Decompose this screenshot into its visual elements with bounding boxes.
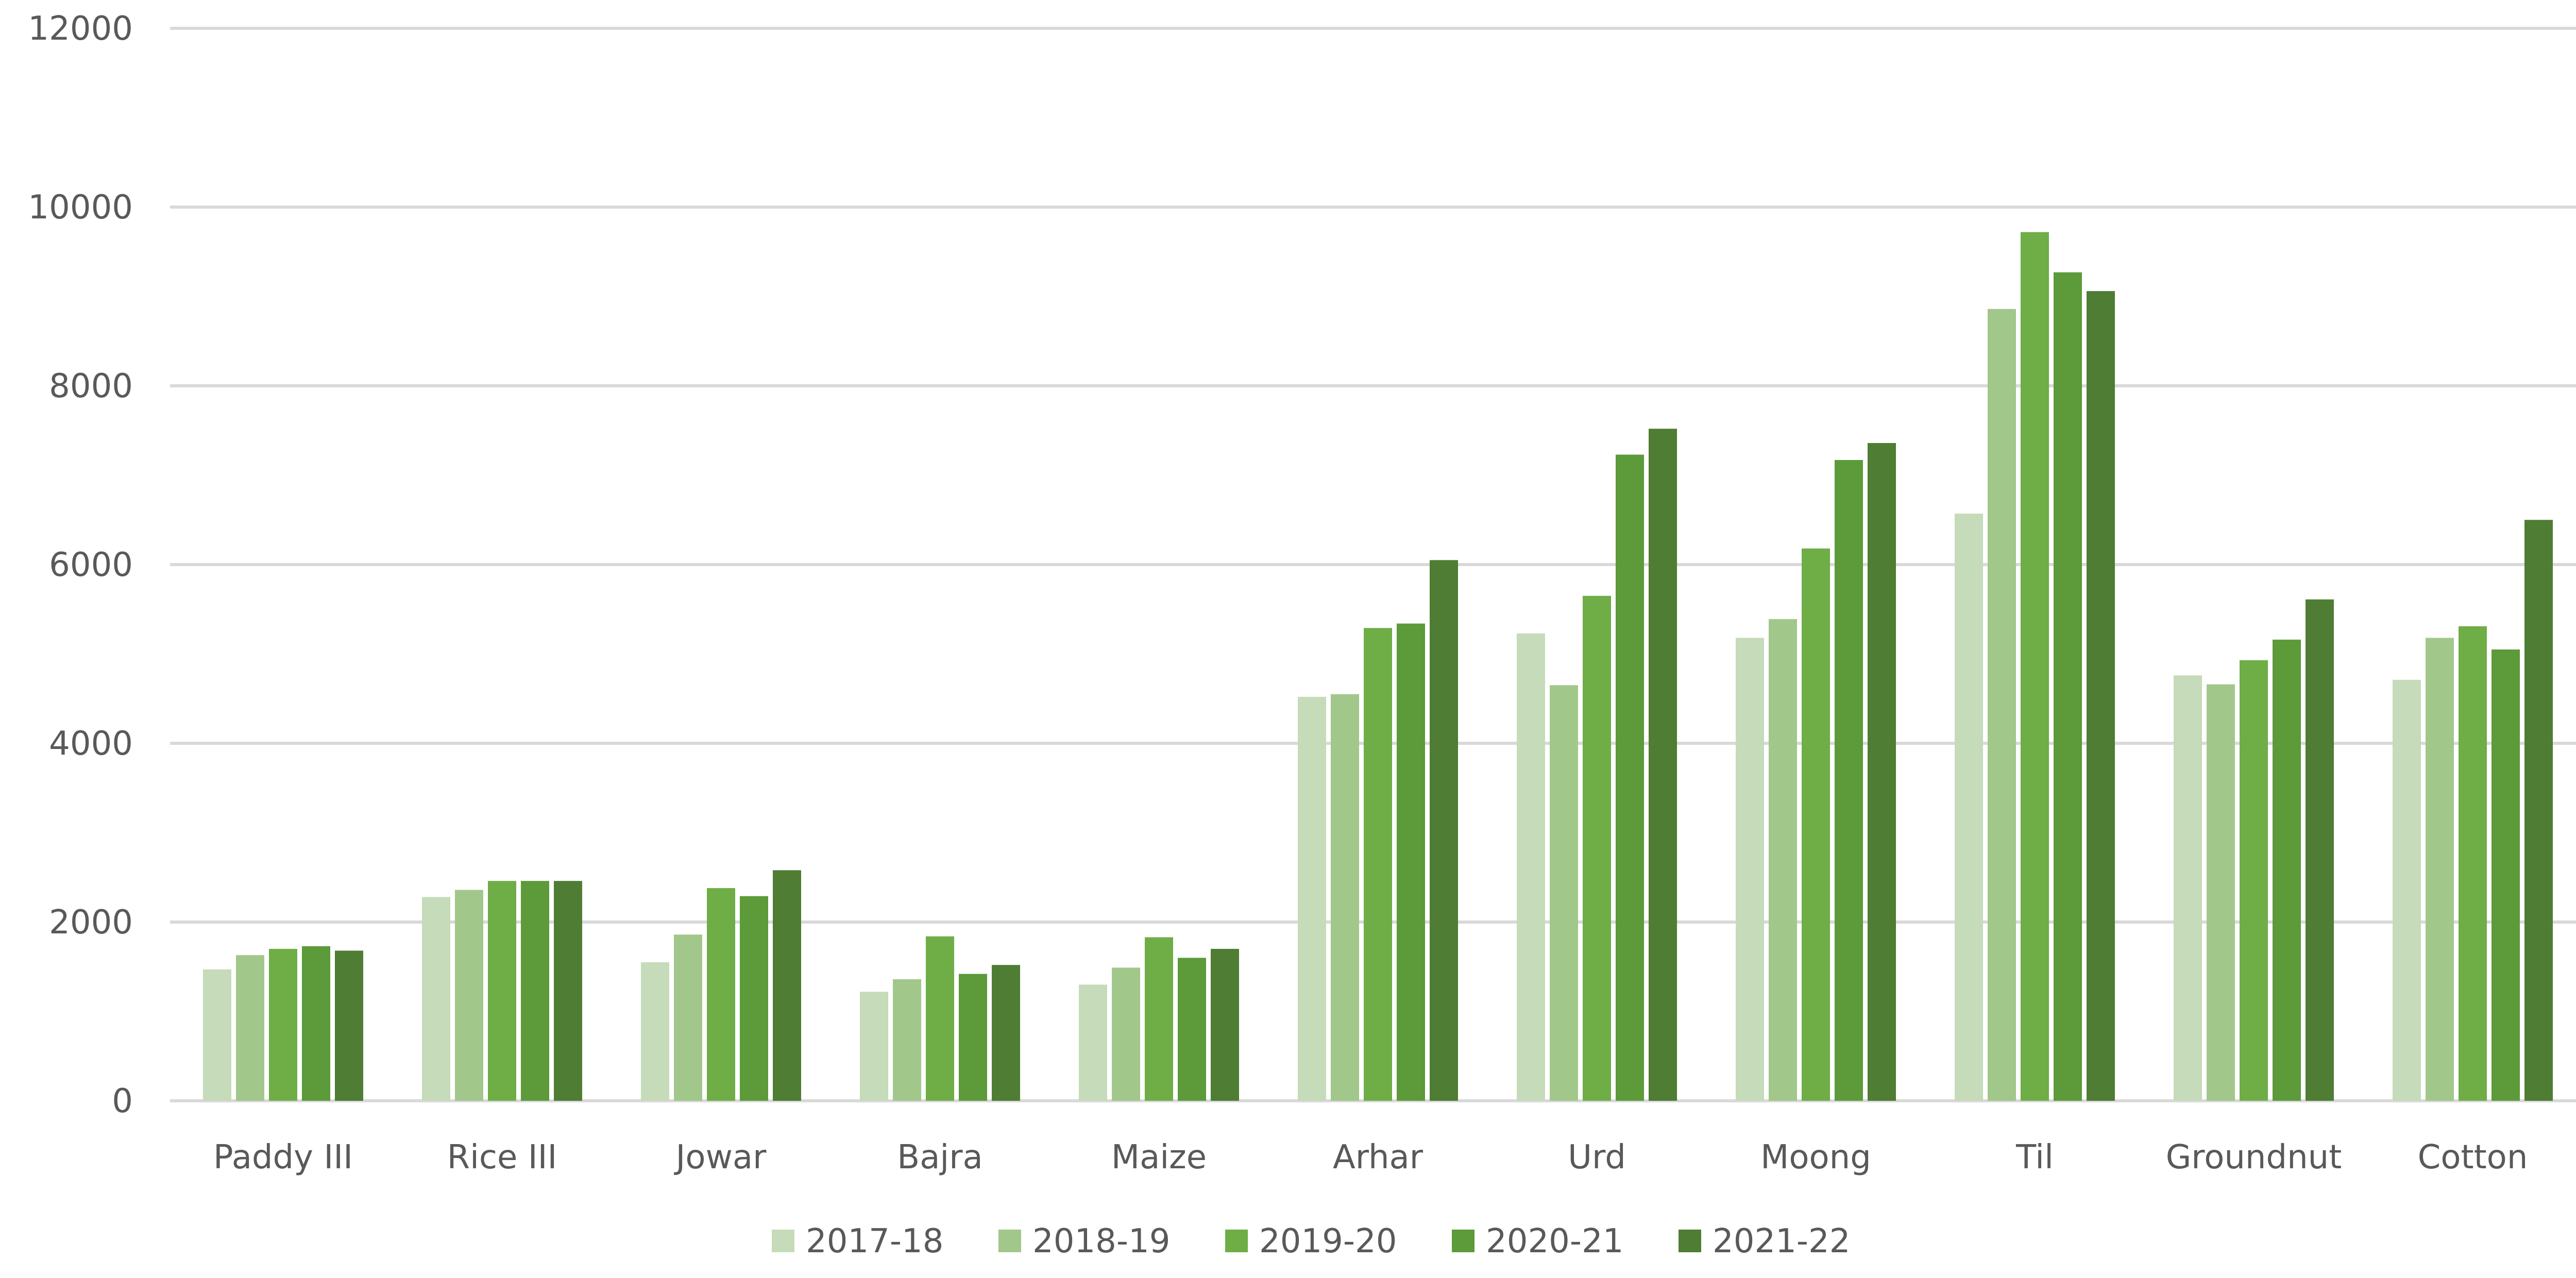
bar-2018-19-cotton: [2426, 638, 2454, 1101]
bar-2019-20-arhar: [1364, 628, 1392, 1101]
x-category-label: Rice III: [447, 1138, 557, 1177]
bar-2019-20-moong: [1802, 548, 1830, 1101]
bar-2018-19-urd: [1550, 685, 1578, 1101]
bar-2019-20-bajra: [926, 936, 954, 1101]
legend-swatch: [772, 1230, 794, 1252]
bar-2020-21-moong: [1835, 460, 1863, 1101]
legend-label: 2019-20: [1259, 1222, 1397, 1260]
bar-2019-20-rice-iii: [488, 881, 516, 1101]
bar-2019-20-maize: [1145, 937, 1173, 1101]
bar-2017-18-rice-iii: [422, 897, 450, 1101]
y-tick-label: 4000: [49, 725, 133, 763]
y-tick-label: 8000: [49, 367, 133, 405]
bar-2020-21-maize: [1178, 958, 1206, 1101]
bar-2017-18-paddy-iii: [203, 969, 231, 1101]
x-category-label: Arhar: [1333, 1138, 1423, 1177]
bar-2020-21-groundnut: [2273, 639, 2301, 1101]
bar-2017-18-jowar: [641, 962, 669, 1101]
legend-label: 2020-21: [1486, 1222, 1623, 1260]
bar-2021-22-urd: [1649, 429, 1677, 1101]
y-tick-label: 2000: [49, 904, 133, 942]
bar-2017-18-cotton: [2393, 679, 2421, 1101]
bar-2020-21-paddy-iii: [302, 946, 330, 1101]
y-tick-label: 12000: [28, 10, 133, 48]
legend-swatch: [1679, 1230, 1701, 1252]
legend-label: 2021-22: [1713, 1222, 1850, 1260]
y-axis-tick-labels: 0 2000 4000 6000 8000 10000 12000: [28, 10, 133, 1120]
legend-swatch: [998, 1230, 1021, 1252]
y-tick-label: 10000: [28, 189, 133, 227]
bar-2021-22-cotton: [2524, 520, 2553, 1101]
y-tick-label: 0: [112, 1082, 133, 1120]
bar-2020-21-rice-iii: [521, 881, 549, 1101]
bar-2020-21-bajra: [959, 974, 987, 1101]
bar-2021-22-maize: [1211, 949, 1239, 1101]
bar-2020-21-cotton: [2492, 649, 2520, 1101]
bar-2017-18-arhar: [1298, 696, 1326, 1101]
bar-2017-18-bajra: [860, 992, 888, 1101]
x-category-label: Paddy III: [213, 1138, 353, 1177]
x-category-label: Bajra: [897, 1138, 982, 1177]
legend-swatch: [1225, 1230, 1248, 1252]
bar-2021-22-groundnut: [2306, 599, 2334, 1101]
bar-2020-21-til: [2054, 272, 2082, 1101]
bars: [203, 232, 2553, 1101]
bar-2019-20-cotton: [2459, 626, 2487, 1101]
bar-2021-22-jowar: [773, 870, 801, 1101]
bar-2021-22-paddy-iii: [335, 950, 363, 1101]
bar-2018-19-moong: [1769, 619, 1797, 1101]
bar-2018-19-bajra: [893, 979, 921, 1101]
x-axis-category-labels: Paddy III Rice III Jowar Bajra Maize Arhar Urd…: [213, 1138, 2528, 1177]
bar-2018-19-jowar: [674, 934, 702, 1101]
bar-2019-20-jowar: [707, 888, 735, 1101]
bar-2017-18-groundnut: [2174, 675, 2202, 1101]
legend-label: 2017-18: [806, 1222, 943, 1260]
bar-2019-20-paddy-iii: [269, 949, 297, 1101]
bar-2017-18-maize: [1079, 984, 1107, 1101]
x-category-label: Groundnut: [2166, 1138, 2342, 1177]
bar-2018-19-rice-iii: [455, 890, 483, 1101]
x-category-label: Jowar: [674, 1138, 767, 1177]
bar-2021-22-bajra: [992, 965, 1020, 1101]
bar-2021-22-moong: [1868, 443, 1896, 1101]
bar-2017-18-moong: [1736, 638, 1764, 1101]
bar-2021-22-til: [2087, 291, 2115, 1101]
y-tick-label: 6000: [49, 546, 133, 584]
bar-2020-21-urd: [1616, 454, 1644, 1101]
bar-2018-19-til: [1988, 309, 2016, 1101]
bar-2021-22-arhar: [1430, 560, 1458, 1101]
bar-2021-22-rice-iii: [554, 881, 582, 1101]
bar-2018-19-groundnut: [2207, 684, 2235, 1101]
legend: 2017-18 2018-19 2019-20 2020-21 2021-22: [772, 1222, 1850, 1260]
legend-label: 2018-19: [1032, 1222, 1170, 1260]
bar-2019-20-groundnut: [2240, 660, 2268, 1101]
bar-2020-21-jowar: [740, 896, 768, 1101]
x-category-label: Urd: [1568, 1138, 1626, 1177]
bar-2018-19-paddy-iii: [236, 955, 264, 1101]
x-category-label: Moong: [1760, 1138, 1871, 1177]
x-category-label: Til: [2015, 1138, 2054, 1177]
bar-2018-19-maize: [1112, 967, 1140, 1101]
legend-swatch: [1452, 1230, 1475, 1252]
x-category-label: Cotton: [2418, 1138, 2528, 1177]
bar-2018-19-arhar: [1331, 694, 1359, 1101]
bar-2017-18-til: [1955, 514, 1983, 1101]
bar-2019-20-urd: [1583, 595, 1611, 1101]
bar-2019-20-til: [2021, 232, 2049, 1101]
x-category-label: Maize: [1111, 1138, 1207, 1177]
bar-2020-21-arhar: [1397, 623, 1425, 1101]
bar-2017-18-urd: [1517, 633, 1545, 1101]
